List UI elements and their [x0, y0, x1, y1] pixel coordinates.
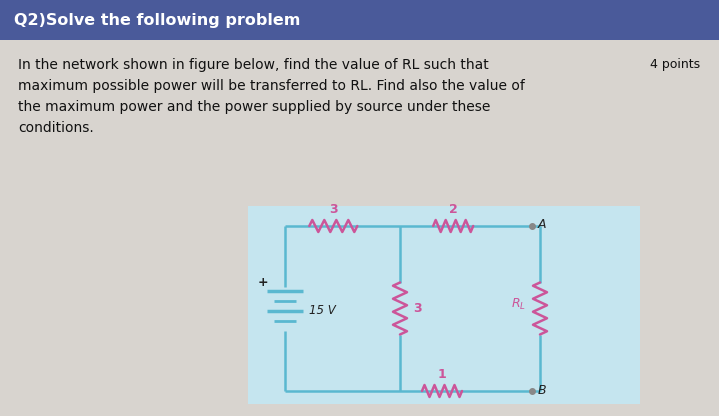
Text: 1: 1 [438, 368, 446, 381]
Bar [248, 206, 640, 404]
Bar [0, 0, 719, 40]
Text: B: B [538, 384, 546, 398]
Text: 4 points: 4 points [650, 58, 700, 71]
Text: 3: 3 [413, 302, 421, 315]
Text: conditions.: conditions. [18, 121, 93, 135]
Text: In the network shown in figure below, find the value of RL such that: In the network shown in figure below, fi… [18, 58, 489, 72]
Text: Q2)Solve the following problem: Q2)Solve the following problem [14, 12, 301, 27]
Text: maximum possible power will be transferred to RL. Find also the value of: maximum possible power will be transferr… [18, 79, 525, 93]
Text: A: A [538, 218, 546, 231]
Text: 15 V: 15 V [309, 304, 336, 317]
Text: 2: 2 [449, 203, 457, 216]
Text: 3: 3 [329, 203, 338, 216]
Text: $R_L$: $R_L$ [511, 297, 526, 312]
Text: the maximum power and the power supplied by source under these: the maximum power and the power supplied… [18, 100, 490, 114]
Text: +: + [257, 276, 268, 289]
